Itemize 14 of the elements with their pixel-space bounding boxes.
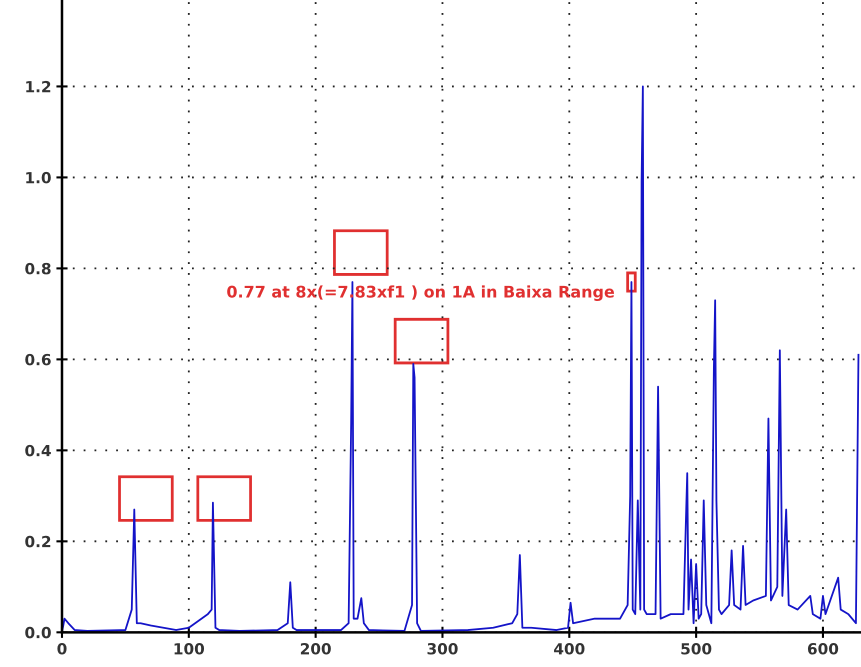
y-tick-label: 1.0 bbox=[26, 172, 51, 184]
y-tick-label: 1.2 bbox=[26, 80, 50, 92]
x-tick-label: 200 bbox=[300, 643, 331, 655]
x-tick-label: 300 bbox=[428, 643, 458, 655]
y-tick-label: 0.0 bbox=[25, 626, 51, 638]
y-tick-label: 0.2 bbox=[25, 536, 50, 548]
x-tick-label: 0 bbox=[57, 643, 67, 655]
y-tick-label: 0.8 bbox=[25, 262, 51, 274]
y-tick-label: 0.4 bbox=[25, 444, 51, 456]
x-tick-label: 500 bbox=[681, 643, 712, 655]
y-tick-label: 0.6 bbox=[25, 354, 51, 366]
x-tick-label: 100 bbox=[174, 643, 204, 655]
x-tick-label: 600 bbox=[808, 643, 838, 655]
x-tick-label: 400 bbox=[554, 643, 585, 655]
